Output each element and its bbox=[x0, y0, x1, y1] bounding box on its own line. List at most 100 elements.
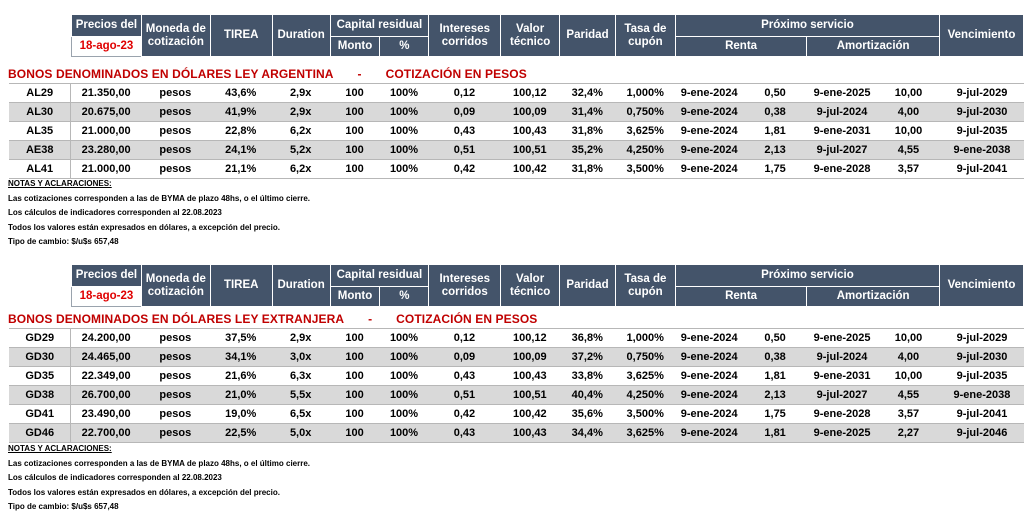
header-tirea: TIREA bbox=[209, 264, 273, 307]
header-renta: Renta bbox=[674, 286, 808, 307]
cell-monto: 100 bbox=[329, 159, 380, 179]
cell-renta-fecha: 9-ene-2024 bbox=[675, 121, 744, 141]
cell-intereses: 0,12 bbox=[428, 83, 501, 103]
cell-duration: 3,0x bbox=[271, 347, 330, 367]
cell-amortizacion-valor: 4,55 bbox=[877, 385, 940, 405]
table-row: AL30 20.675,00 pesos 41,9% 2,9x 100 100% 0,09 10… bbox=[9, 102, 1024, 122]
cell-moneda: pesos bbox=[140, 423, 210, 443]
header-pct: % bbox=[379, 36, 430, 57]
notes: NOTAS Y ACLARACIONES: Las cotizaciones c… bbox=[8, 177, 310, 250]
cell-tirea: 22,5% bbox=[209, 423, 272, 443]
header-amortizacion: Amortización bbox=[806, 36, 940, 57]
header-vencimiento: Vencimiento bbox=[938, 264, 1024, 307]
cell-pct: 100% bbox=[379, 347, 429, 367]
cell-renta-valor: 1,75 bbox=[743, 404, 808, 424]
cell-amortizacion-valor: 4,55 bbox=[877, 140, 940, 160]
cell-renta-fecha: 9-ene-2024 bbox=[675, 385, 744, 405]
cell-tirea: 37,5% bbox=[209, 328, 272, 348]
cell-monto: 100 bbox=[329, 347, 380, 367]
cell-tasa-cupon: 3,625% bbox=[615, 423, 676, 443]
cell-amortizacion-fecha: 9-jul-2027 bbox=[807, 385, 878, 405]
cell-renta-fecha: 9-ene-2024 bbox=[675, 83, 744, 103]
header-renta: Renta bbox=[674, 36, 808, 57]
cell-tirea: 34,1% bbox=[209, 347, 272, 367]
header-vencimiento: Vencimiento bbox=[938, 14, 1024, 57]
cell-duration: 2,9x bbox=[271, 102, 330, 122]
cell-vencimiento: 9-jul-2046 bbox=[939, 423, 1024, 443]
cell-vencimiento: 9-ene-2038 bbox=[939, 140, 1024, 160]
cell-duration: 6,3x bbox=[271, 366, 330, 386]
cell-vencimiento: 9-jul-2041 bbox=[939, 404, 1024, 424]
cell-duration: 5,5x bbox=[271, 385, 330, 405]
table-row: AE38 23.280,00 pesos 24,1% 5,2x 100 100% 0,51 10… bbox=[9, 140, 1024, 160]
table-row: AL41 21.000,00 pesos 21,1% 6,2x 100 100% 0,42 10… bbox=[9, 159, 1024, 179]
cell-vencimiento: 9-jul-2029 bbox=[939, 83, 1024, 103]
cell-monto: 100 bbox=[329, 140, 380, 160]
cell-ticker: AL30 bbox=[9, 102, 71, 122]
cell-pct: 100% bbox=[379, 102, 429, 122]
cell-ticker: GD41 bbox=[9, 404, 71, 424]
header-paridad: Paridad bbox=[559, 14, 616, 57]
cell-paridad: 37,2% bbox=[559, 347, 616, 367]
cell-renta-valor: 1,75 bbox=[743, 159, 808, 179]
cell-duration: 5,0x bbox=[271, 423, 330, 443]
cell-amortizacion-valor: 4,00 bbox=[877, 102, 940, 122]
header-amortizacion: Amortización bbox=[806, 286, 940, 307]
notes: NOTAS Y ACLARACIONES: Las cotizaciones c… bbox=[8, 442, 310, 512]
cell-intereses: 0,51 bbox=[428, 385, 501, 405]
cell-monto: 100 bbox=[329, 423, 380, 443]
cell-valor-tecnico: 100,51 bbox=[500, 140, 560, 160]
cell-renta-valor: 1,81 bbox=[743, 423, 808, 443]
header-fecha: 18-ago-23 bbox=[71, 36, 142, 57]
cell-duration: 6,5x bbox=[271, 404, 330, 424]
note-line: Las cotizaciones corresponden a las de B… bbox=[8, 193, 311, 203]
cell-tasa-cupon: 4,250% bbox=[615, 140, 676, 160]
table-row: GD41 23.490,00 pesos 19,0% 6,5x 100 100% 0,42 10… bbox=[9, 404, 1024, 424]
cell-amortizacion-valor: 10,00 bbox=[877, 328, 940, 348]
cell-amortizacion-valor: 3,57 bbox=[877, 404, 940, 424]
table-row: GD35 22.349,00 pesos 21,6% 6,3x 100 100% 0,43 10… bbox=[9, 366, 1024, 386]
cell-amortizacion-valor: 10,00 bbox=[877, 366, 940, 386]
cell-ticker: GD35 bbox=[9, 366, 71, 386]
cell-valor-tecnico: 100,09 bbox=[500, 102, 560, 122]
cell-intereses: 0,43 bbox=[428, 366, 501, 386]
cell-tasa-cupon: 3,625% bbox=[615, 121, 676, 141]
cell-pct: 100% bbox=[379, 121, 429, 141]
header-valor-tecnico: Valor técnico bbox=[500, 14, 561, 57]
bond-table: AL29 21.350,00 pesos 43,6% 2,9x 100 100% 0,12 10… bbox=[9, 83, 1024, 179]
cell-tirea: 41,9% bbox=[209, 102, 272, 122]
table-row: GD46 22.700,00 pesos 22,5% 5,0x 100 100% 0,43 10… bbox=[9, 423, 1024, 443]
cell-paridad: 35,6% bbox=[559, 404, 616, 424]
cell-tirea: 24,1% bbox=[209, 140, 272, 160]
cell-pct: 100% bbox=[379, 140, 429, 160]
cell-moneda: pesos bbox=[140, 159, 210, 179]
cell-amortizacion-fecha: 9-jul-2024 bbox=[807, 102, 878, 122]
cell-amortizacion-fecha: 9-ene-2025 bbox=[807, 328, 878, 348]
cell-valor-tecnico: 100,42 bbox=[500, 404, 560, 424]
cell-moneda: pesos bbox=[140, 328, 210, 348]
cell-duration: 6,2x bbox=[271, 121, 330, 141]
cell-paridad: 40,4% bbox=[559, 385, 616, 405]
header-moneda: Moneda de cotización bbox=[140, 264, 211, 307]
cell-monto: 100 bbox=[329, 121, 380, 141]
cell-precio: 22.349,00 bbox=[70, 366, 141, 386]
header-precios-del: Precios del bbox=[71, 14, 142, 37]
cell-vencimiento: 9-jul-2035 bbox=[939, 121, 1024, 141]
cell-renta-valor: 0,50 bbox=[743, 328, 808, 348]
cell-ticker: AL41 bbox=[9, 159, 71, 179]
cell-tasa-cupon: 3,500% bbox=[615, 404, 676, 424]
cell-renta-valor: 0,38 bbox=[743, 102, 808, 122]
cell-vencimiento: 9-ene-2038 bbox=[939, 385, 1024, 405]
cell-renta-valor: 0,50 bbox=[743, 83, 808, 103]
cell-monto: 100 bbox=[329, 102, 380, 122]
header-tirea: TIREA bbox=[209, 14, 273, 57]
cell-pct: 100% bbox=[379, 159, 429, 179]
section-title: BONOS DENOMINADOS EN DÓLARES LEY ARGENTI… bbox=[8, 67, 527, 81]
cell-moneda: pesos bbox=[140, 347, 210, 367]
bond-table: GD29 24.200,00 pesos 37,5% 2,9x 100 100% 0,12 10… bbox=[9, 328, 1024, 443]
notes-heading: NOTAS Y ACLARACIONES: bbox=[8, 179, 112, 188]
cell-valor-tecnico: 100,51 bbox=[500, 385, 560, 405]
cell-amortizacion-fecha: 9-ene-2025 bbox=[807, 83, 878, 103]
cell-intereses: 0,42 bbox=[428, 159, 501, 179]
header-capital-residual: Capital residual bbox=[329, 264, 430, 287]
